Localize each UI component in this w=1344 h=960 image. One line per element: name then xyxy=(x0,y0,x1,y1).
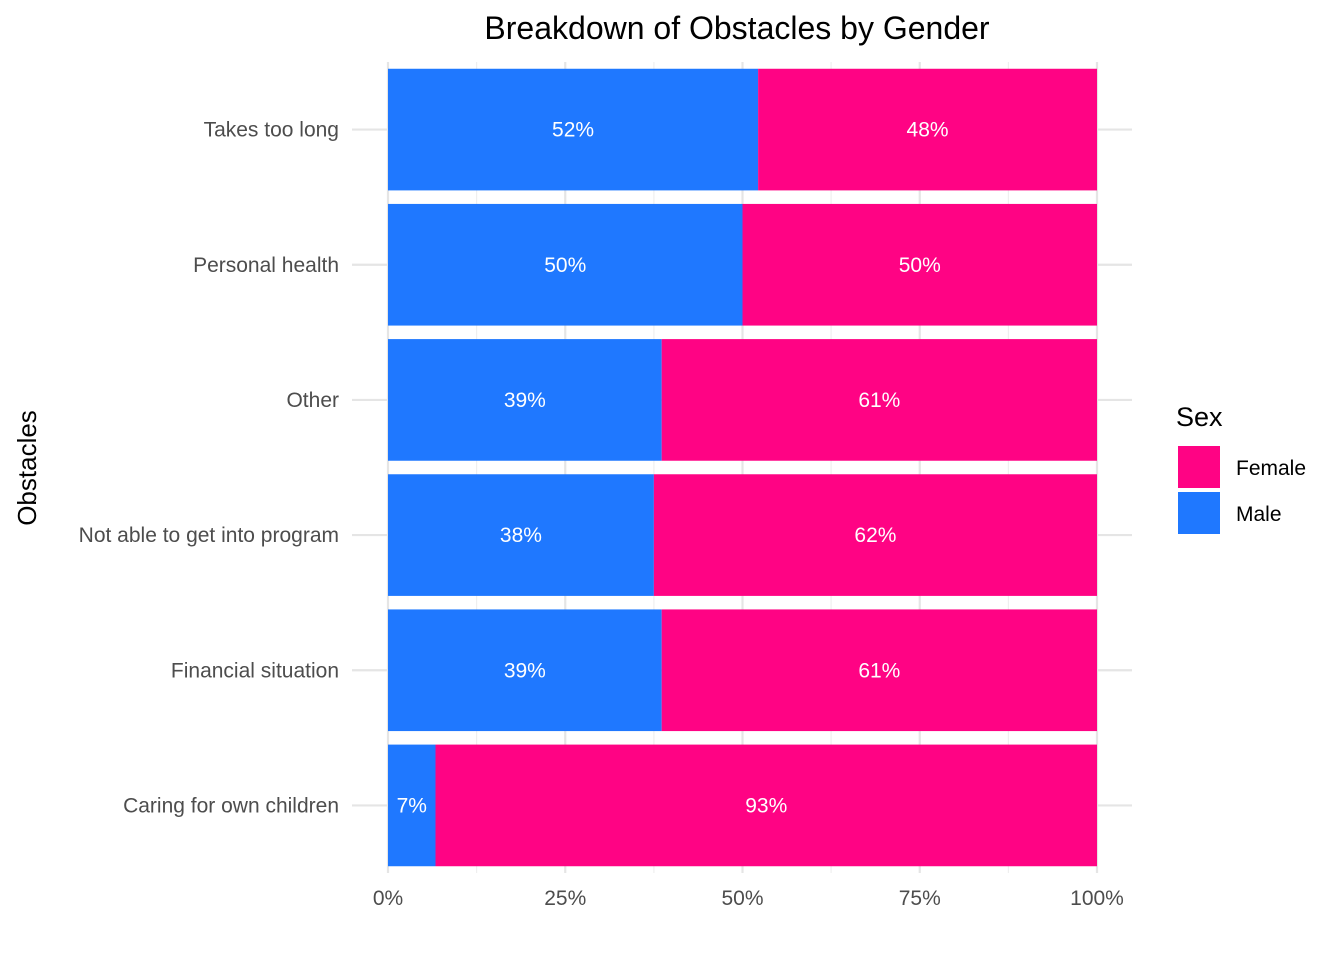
y-tick-label: Caring for own children xyxy=(123,794,339,817)
data-label: 93% xyxy=(745,794,787,817)
y-tick-label: Financial situation xyxy=(171,659,339,682)
data-label: 50% xyxy=(544,254,586,277)
legend-key-female xyxy=(1178,446,1220,488)
y-axis-label: Obstacles xyxy=(12,410,42,526)
y-tick-label: Not able to get into program xyxy=(79,524,339,547)
y-tick-label: Personal health xyxy=(193,254,339,277)
x-axis-ticks: 0% 25% 50% 75% 100% xyxy=(373,887,1124,910)
data-label: 62% xyxy=(854,524,896,547)
bar-male xyxy=(388,68,759,191)
data-label: 38% xyxy=(500,524,542,547)
data-label: 39% xyxy=(504,389,546,412)
data-label: 39% xyxy=(504,659,546,682)
x-tick-label: 25% xyxy=(544,887,586,910)
legend: Sex Female Male xyxy=(1176,402,1306,534)
bar-female xyxy=(435,744,1097,867)
legend-key-male xyxy=(1178,492,1220,534)
x-tick-label: 0% xyxy=(373,887,403,910)
data-label: 50% xyxy=(899,254,941,277)
bar-male xyxy=(388,339,662,461)
data-label: 52% xyxy=(552,119,594,142)
chart-title: Breakdown of Obstacles by Gender xyxy=(484,10,990,46)
legend-label-male: Male xyxy=(1236,503,1282,526)
data-label: 61% xyxy=(858,389,900,412)
data-label: 48% xyxy=(907,119,949,142)
bar-male xyxy=(388,609,662,732)
x-tick-label: 100% xyxy=(1070,887,1124,910)
bar-male xyxy=(388,474,654,596)
bars xyxy=(388,68,1097,867)
bar-female xyxy=(742,203,1097,326)
bar-male xyxy=(388,203,743,326)
bar-female xyxy=(653,474,1097,596)
bar-female xyxy=(758,68,1097,191)
bar-female xyxy=(661,339,1097,461)
bar-male xyxy=(388,744,436,867)
bar-female xyxy=(661,609,1097,732)
y-tick-label: Other xyxy=(286,389,339,412)
data-labels: 52% 48% 50% 50% 39% 61% 38% 62% 39% 61% 7% 93% xyxy=(397,119,949,818)
data-label: 7% xyxy=(397,794,427,817)
y-axis-ticks: Takes too long Personal health Other Not ab… xyxy=(79,119,339,818)
y-tick-label: Takes too long xyxy=(204,119,339,142)
legend-label-female: Female xyxy=(1236,457,1306,480)
legend-title: Sex xyxy=(1176,402,1223,432)
x-tick-label: 75% xyxy=(899,887,941,910)
x-tick-label: 50% xyxy=(721,887,763,910)
data-label: 61% xyxy=(858,659,900,682)
